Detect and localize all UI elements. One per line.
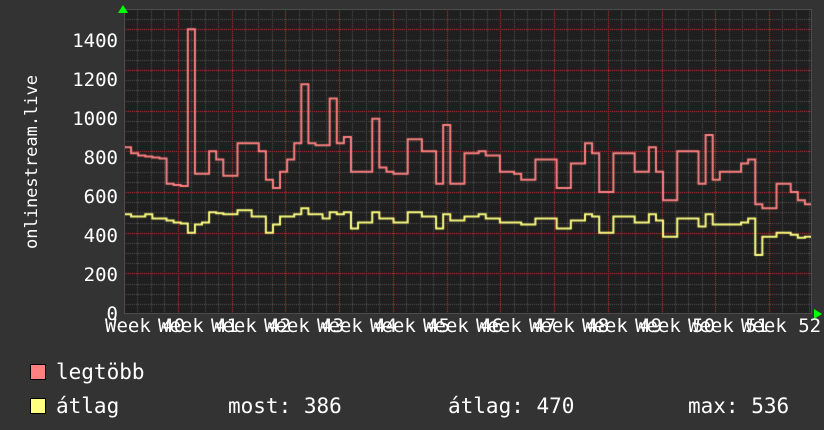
plot-area	[124, 9, 812, 314]
y-tick-label: 200	[83, 264, 118, 286]
stat-max: max: 536	[688, 394, 790, 418]
legend-swatch-atlag	[30, 398, 46, 414]
legend: legtöbb átlag most: 386 átlag: 470 max: …	[0, 358, 824, 430]
stat-most: most: 386	[228, 394, 342, 418]
arrow-right-icon	[814, 309, 822, 319]
y-tick-label: 1400	[72, 30, 118, 52]
y-tick-label: 1000	[72, 108, 118, 130]
x-tick-label: Week 46	[423, 315, 504, 337]
legend-row-atlag: átlag most: 386 átlag: 470 max: 536	[0, 392, 824, 422]
x-tick-label: Week 41	[158, 315, 239, 337]
x-tick-label: Week 50	[635, 315, 716, 337]
y-tick-label: 1200	[72, 69, 118, 91]
x-tick-label: Week 48	[529, 315, 610, 337]
x-axis-tick-labels: Week 40 Week 41 Week 42 Week 43 Week 44 Week …	[0, 316, 824, 340]
legend-swatch-legtobb	[30, 364, 46, 380]
y-tick-label: 600	[83, 186, 118, 208]
legend-label-atlag: átlag	[56, 394, 120, 418]
series-lines	[124, 9, 812, 314]
x-tick-label: Week 52	[741, 315, 822, 337]
x-tick-label: Week 42	[211, 315, 292, 337]
legend-label-legtobb: legtöbb	[56, 360, 145, 384]
x-tick-label: Week 49	[582, 315, 663, 337]
y-axis-tick-labels: 1400 1200 1000 800 600 400 200 0	[4, 0, 118, 430]
y-tick-label: 0	[106, 303, 118, 325]
x-tick-label: Week 44	[317, 315, 398, 337]
y-tick-label: 400	[83, 225, 118, 247]
x-tick-label: Week 47	[476, 315, 557, 337]
x-tick-label: Week 40	[105, 315, 186, 337]
x-tick-label: Week 43	[264, 315, 345, 337]
y-tick-label: 800	[83, 147, 118, 169]
stat-atlag: átlag: 470	[448, 394, 575, 418]
arrow-up-icon	[118, 5, 128, 13]
x-tick-label: Week 45	[370, 315, 451, 337]
legend-row-legtobb: legtöbb	[0, 358, 824, 388]
x-tick-label: Week 51	[688, 315, 769, 337]
